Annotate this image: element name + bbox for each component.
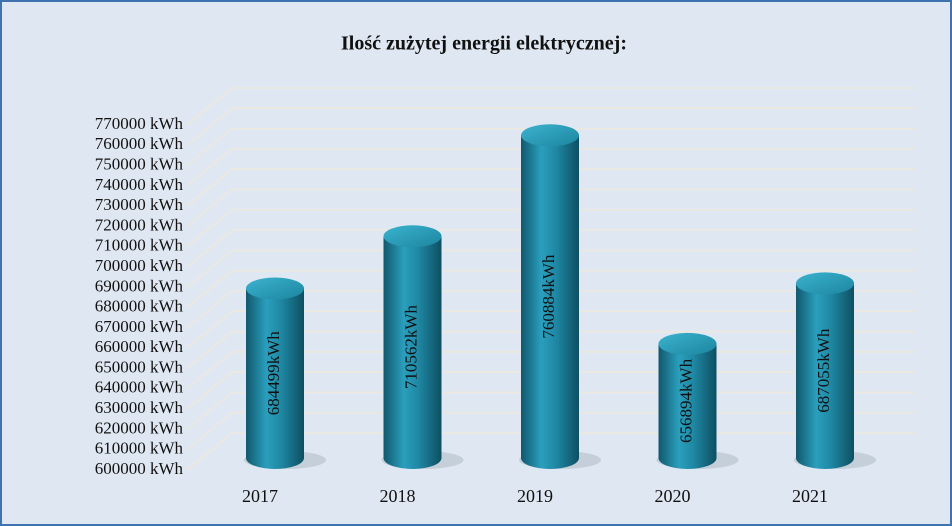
data-label: 656894kWh xyxy=(676,358,695,443)
data-label: 684499kWh xyxy=(264,331,283,416)
grid-line xyxy=(186,290,915,329)
grid-line xyxy=(186,310,915,349)
y-tick-label: 640000 kWh xyxy=(95,378,184,397)
y-tick-label: 770000 kWh xyxy=(95,114,184,133)
x-tick-label: 2021 xyxy=(792,486,828,506)
grid-line xyxy=(186,249,915,288)
bar-top xyxy=(658,332,717,355)
bar xyxy=(246,288,304,469)
chart-title: Ilość zużytej energii elektrycznej: xyxy=(341,33,627,55)
y-tick-label: 750000 kWh xyxy=(95,154,184,173)
grid-line xyxy=(186,330,915,370)
y-tick-label: 700000 kWh xyxy=(95,256,184,275)
x-tick-label: 2017 xyxy=(242,486,278,506)
grid-line xyxy=(186,107,915,146)
y-tick-label: 610000 kWh xyxy=(95,439,184,458)
data-label: 687055kWh xyxy=(814,328,833,413)
grid-line xyxy=(186,127,915,167)
y-tick-label: 630000 kWh xyxy=(95,398,184,417)
bar-top xyxy=(383,225,442,248)
bar-top xyxy=(246,277,304,300)
y-tick-label: 680000 kWh xyxy=(95,297,184,316)
x-tick-label: 2020 xyxy=(655,486,691,506)
grid-line xyxy=(186,229,915,268)
y-tick-label: 620000 kWh xyxy=(95,418,184,437)
bar-top xyxy=(521,124,579,147)
y-tick-label: 690000 kWh xyxy=(95,276,184,295)
grid-line xyxy=(186,188,915,228)
bar xyxy=(383,236,442,469)
y-tick-label: 660000 kWh xyxy=(95,337,184,356)
grid-line xyxy=(186,209,915,248)
bar xyxy=(796,283,854,469)
grid-line xyxy=(186,148,915,187)
data-label: 760884kWh xyxy=(539,254,558,339)
grid-line xyxy=(186,87,915,126)
y-tick-label: 710000 kWh xyxy=(95,236,184,255)
grid-line xyxy=(186,168,915,207)
grid-line xyxy=(186,269,915,309)
y-tick-label: 740000 kWh xyxy=(95,175,184,194)
y-tick-label: 720000 kWh xyxy=(95,215,184,234)
bar xyxy=(521,135,579,469)
bar-top xyxy=(796,272,854,295)
y-tick-label: 730000 kWh xyxy=(95,195,184,214)
x-tick-label: 2018 xyxy=(380,486,416,506)
y-tick-label: 650000 kWh xyxy=(95,357,184,376)
y-tick-label: 600000 kWh xyxy=(95,459,184,478)
bar xyxy=(658,343,717,469)
x-tick-label: 2019 xyxy=(517,486,553,506)
y-tick-label: 670000 kWh xyxy=(95,317,184,336)
y-tick-label: 760000 kWh xyxy=(95,134,184,153)
data-label: 710562kWh xyxy=(401,305,420,390)
